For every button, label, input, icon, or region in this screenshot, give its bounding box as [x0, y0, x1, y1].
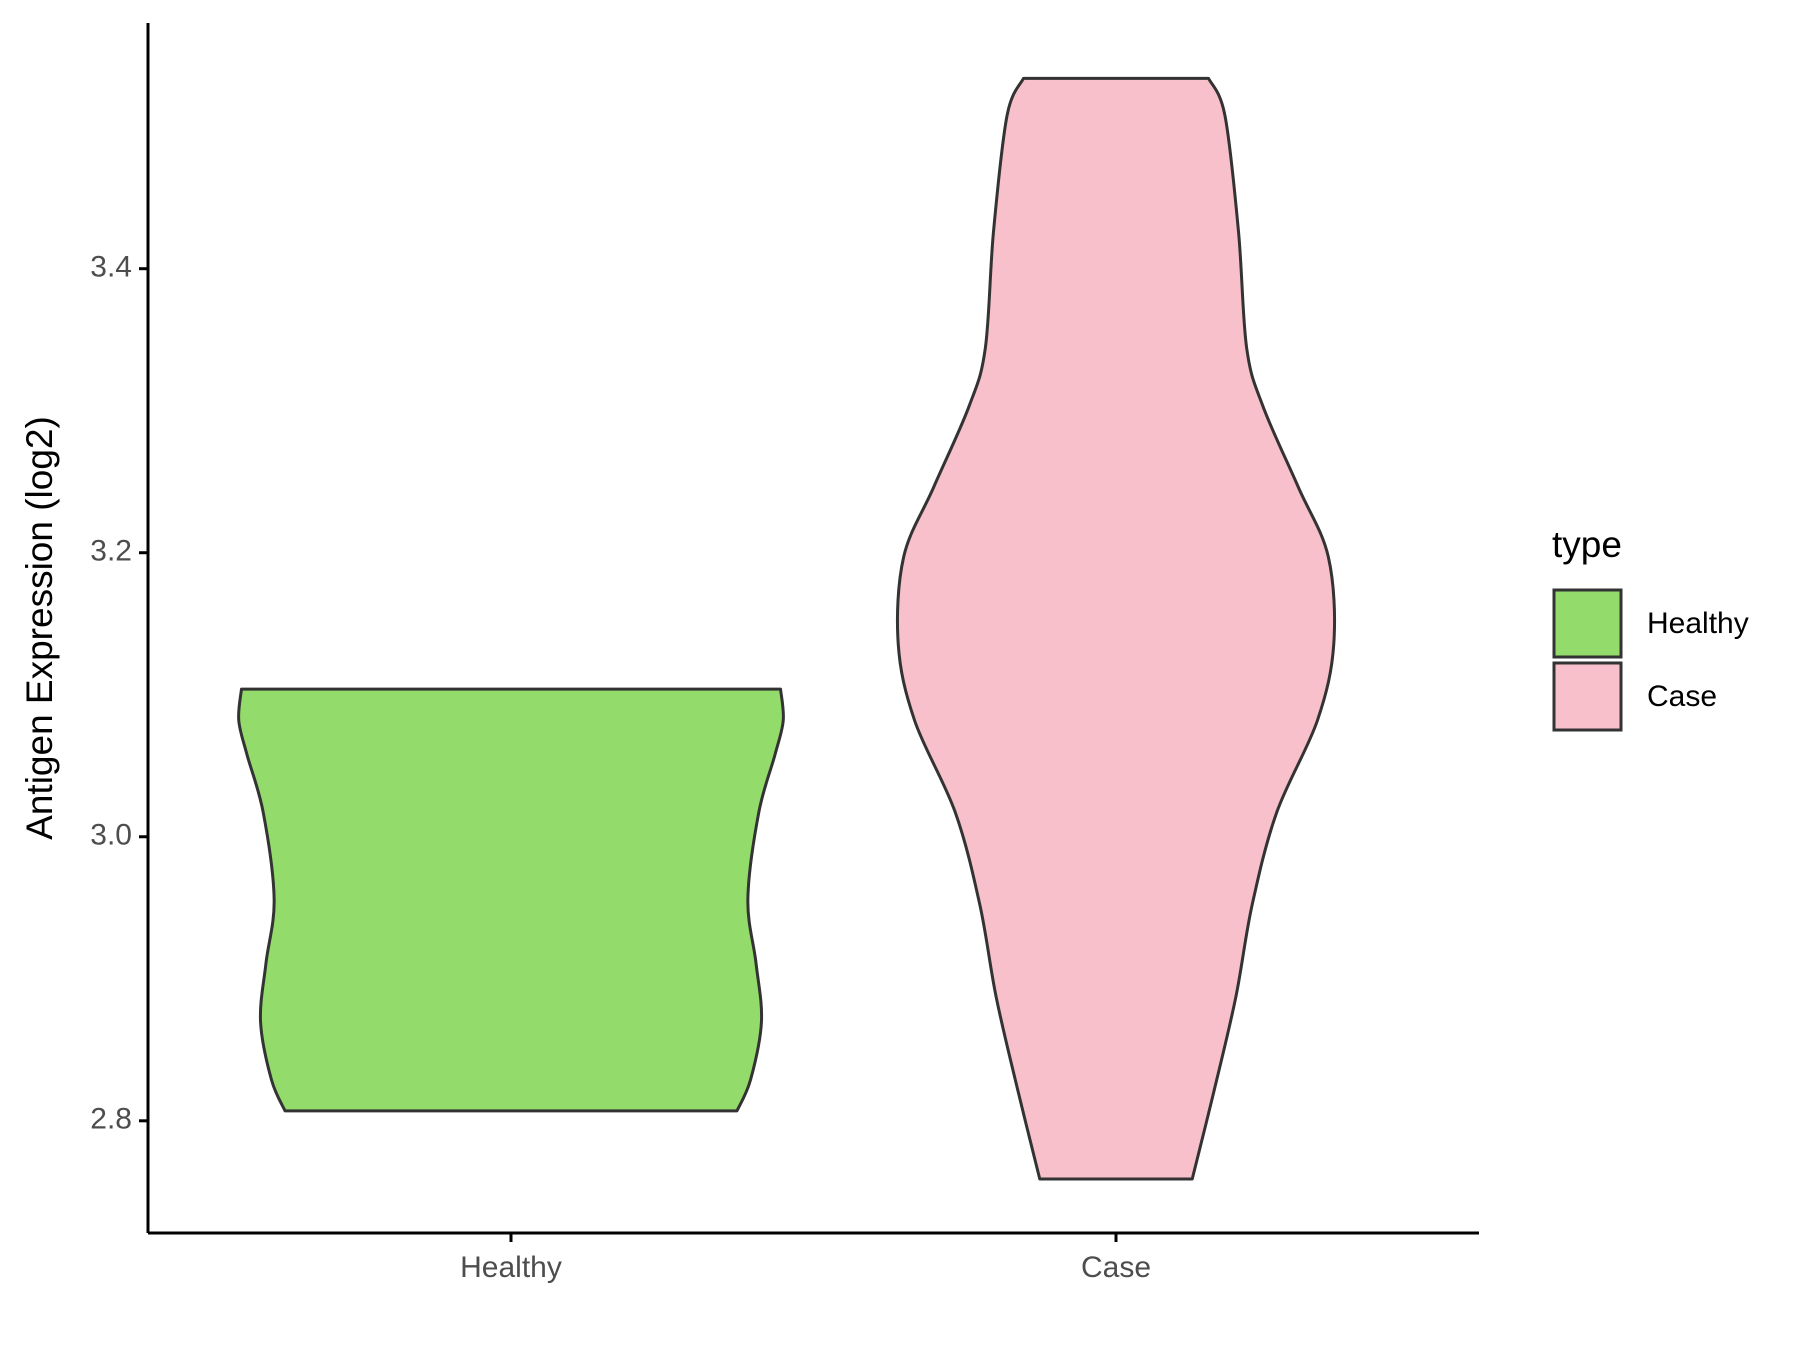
violin [895, 76, 1337, 1181]
y-tick-label: 2.8 [90, 1103, 132, 1136]
legend-key [1552, 588, 1623, 659]
y-tick-label: 3.0 [90, 819, 132, 852]
y-tick-label: 3.4 [90, 251, 132, 284]
legend-key [1552, 661, 1623, 732]
violin [237, 687, 785, 1113]
legend-title: type [1552, 524, 1622, 565]
legend-label: Healthy [1647, 607, 1749, 640]
y-axis-title: Antigen Expression (log2) [19, 416, 60, 840]
legend-label: Case [1647, 680, 1717, 713]
x-tick-label: Case [1081, 1251, 1151, 1284]
y-tick-label: 3.2 [90, 535, 132, 568]
x-tick-label: Healthy [460, 1251, 562, 1284]
